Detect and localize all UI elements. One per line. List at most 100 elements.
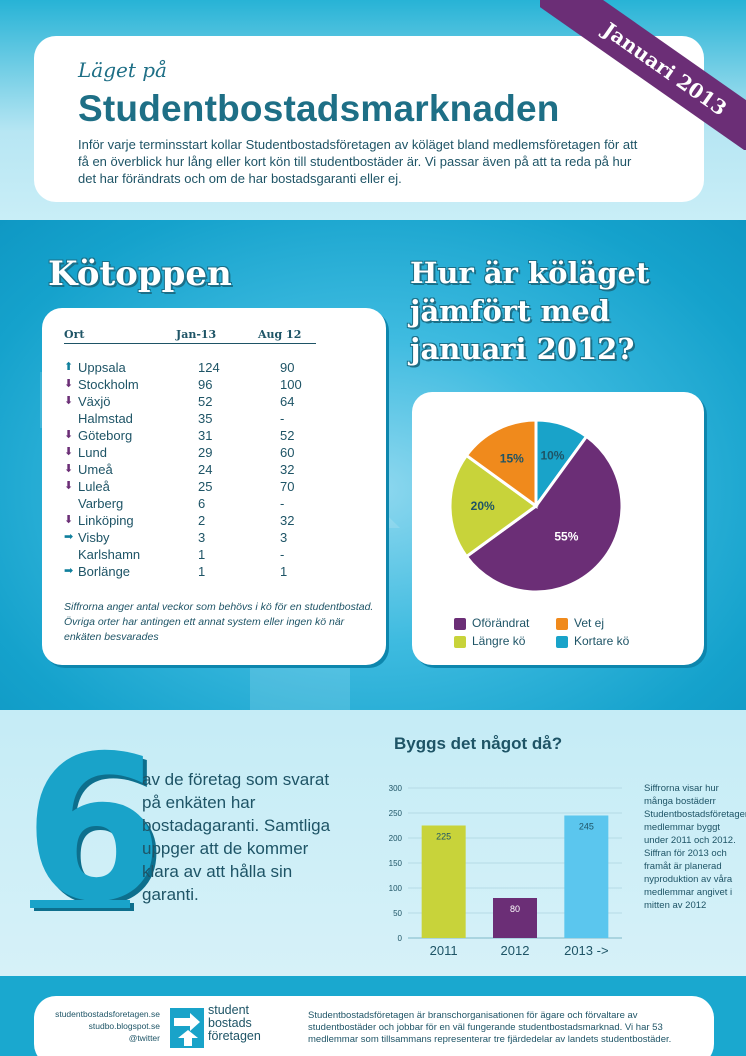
header-card: Läget på Studentbostadsmarknaden Inför v… [34, 36, 704, 202]
city-name: Luleå [78, 479, 110, 494]
trend-down-icon: ⬇ [64, 463, 74, 475]
jan-value: 6 [198, 496, 206, 511]
bar-value-label: 245 [579, 822, 594, 832]
aug-value: 1 [280, 564, 288, 579]
pie-slice-oförändrat [464, 434, 624, 594]
city-name: Halmstad [78, 411, 133, 426]
jan-value: 3 [198, 530, 206, 545]
guarantee-underline [30, 900, 130, 908]
bar-chart-note: Siffrorna visar hur många bostäderr Stud… [644, 783, 746, 911]
comparison-heading: Hur är köläget jämfört med januari 2012? [410, 256, 650, 366]
city-name: Göteborg [78, 428, 133, 443]
jan-value: 29 [198, 445, 213, 460]
footer-links: studentbostadsforetagen.se studbo.blogsp… [55, 1008, 160, 1044]
column-header-jan: Jan-13 [176, 328, 217, 341]
legend-swatch [454, 636, 466, 648]
header-divider [64, 343, 316, 344]
twitter-link[interactable]: @twitter [128, 1033, 160, 1043]
legend-swatch [556, 636, 568, 648]
legend-label: Kortare kö [574, 634, 630, 648]
y-tick-label: 300 [389, 784, 403, 793]
jan-value: 96 [198, 377, 213, 392]
bar-2013 [564, 815, 609, 938]
city-name: Växjö [78, 394, 111, 409]
jan-value: 124 [198, 360, 220, 375]
pie-value-label: 55% [554, 529, 578, 543]
date-ribbon-label: Januari 2013 [540, 0, 746, 150]
city-name: Visby [78, 530, 110, 545]
x-tick-label: 2012 [501, 943, 530, 958]
guarantee-number: 6 [24, 713, 164, 946]
city-name: Stockholm [78, 377, 139, 392]
y-tick-label: 150 [389, 859, 403, 868]
aug-value: 70 [280, 479, 295, 494]
city-name: Borlänge [78, 564, 131, 579]
aug-value: 90 [280, 360, 295, 375]
footer-card [34, 996, 714, 1056]
jan-value: 35 [198, 411, 213, 426]
trend-same-icon: ➡ [64, 565, 74, 577]
logo-line: student [208, 1003, 250, 1017]
y-tick-label: 200 [389, 834, 403, 843]
jan-value: 25 [198, 479, 213, 494]
blog-link[interactable]: studbo.blogspot.se [88, 1021, 160, 1031]
y-tick-label: 250 [389, 809, 403, 818]
intro-text: Inför varje terminsstart kollar Studentb… [78, 137, 638, 186]
trend-same-icon: ➡ [64, 531, 74, 543]
column-header-aug: Aug 12 [258, 328, 302, 341]
jan-value: 1 [198, 564, 206, 579]
column-header-city: Ort [64, 328, 85, 341]
x-tick-label: 2013 -> [564, 943, 608, 958]
aug-value: 32 [280, 513, 295, 528]
city-name: Lund [78, 445, 107, 460]
legend-swatch [556, 618, 568, 630]
logo-line: bostads [208, 1016, 252, 1030]
city-name: Uppsala [78, 360, 126, 375]
bar-chart-title: Byggs det något då? [394, 734, 563, 753]
legend-label: Oförändrat [472, 616, 530, 630]
pie-slice-vet-ej [464, 420, 538, 509]
jan-value: 1 [198, 547, 206, 562]
city-name: Karlshamn [78, 547, 141, 562]
y-tick-label: 50 [393, 909, 402, 918]
queue-note: Siffrorna anger antal veckor som behövs … [64, 601, 374, 643]
guarantee-text: av de företag som svarat på enkäten har … [142, 770, 331, 904]
aug-value: 64 [280, 394, 295, 409]
aug-value: - [280, 496, 285, 511]
logo-line: företagen [208, 1029, 261, 1043]
city-name: Varberg [78, 496, 124, 511]
pie-card: 10% 55% 20% 15% Oförändrat Vet ej Längre kö Ko… [412, 392, 704, 665]
aug-value: 100 [280, 377, 302, 392]
aug-value: 60 [280, 445, 295, 460]
bar-value-label: 225 [436, 832, 451, 842]
city-name: Linköping [78, 513, 134, 528]
jan-value: 31 [198, 428, 213, 443]
pie-value-label: 20% [471, 499, 495, 513]
date-ribbon: Januari 2013 [540, 0, 746, 150]
y-tick-label: 100 [389, 884, 403, 893]
aug-value: 3 [280, 530, 288, 545]
aug-value: 32 [280, 462, 295, 477]
trend-down-icon: ⬇ [64, 378, 74, 390]
jan-value: 52 [198, 394, 213, 409]
trend-down-icon: ⬇ [64, 446, 74, 458]
bar-2011 [421, 825, 466, 938]
queue-table-card: Ort Jan-13 Aug 12 ⬆ Uppsala 124 90 ⬇ Stockhol… [42, 308, 386, 665]
aug-value: - [280, 411, 285, 426]
comparison-pie-chart: 10% 55% 20% 15% [450, 420, 624, 594]
bar-value-label: 80 [510, 904, 520, 914]
trend-up-icon: ⬆ [64, 361, 74, 373]
page-title: Studentbostadsmarknaden [78, 88, 560, 129]
aug-value: 52 [280, 428, 295, 443]
pie-slice-längre-kö [450, 453, 539, 559]
legend-label: Längre kö [472, 634, 526, 648]
y-tick-label: 0 [398, 934, 403, 943]
aug-value: - [280, 547, 285, 562]
trend-down-icon: ⬇ [64, 480, 74, 492]
lower-band [0, 710, 746, 976]
website-link[interactable]: studentbostadsforetagen.se [55, 1009, 160, 1019]
jan-value: 2 [198, 513, 206, 528]
logo-arrow-icon [170, 1008, 204, 1048]
about-text: Studentbostadsföretagen är branschorgani… [308, 1010, 672, 1045]
pie-value-label: 15% [500, 451, 524, 465]
